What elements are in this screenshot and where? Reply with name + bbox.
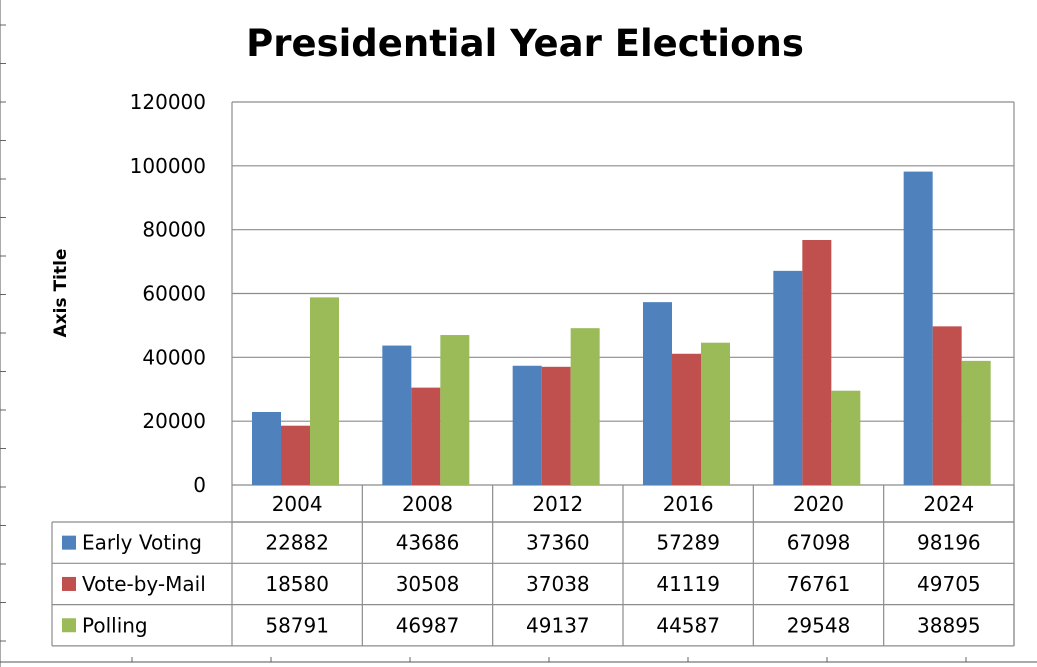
data-table-cell: 37038 — [526, 572, 590, 596]
data-table-cell: 29548 — [787, 613, 851, 637]
y-tick-label: 40000 — [142, 345, 206, 369]
data-table-cell: 43686 — [396, 531, 460, 555]
bar — [903, 171, 933, 485]
bar — [570, 328, 600, 485]
bar — [382, 345, 412, 485]
bar — [961, 360, 991, 485]
legend-label: Vote-by-Mail — [82, 572, 206, 596]
bar — [932, 326, 962, 485]
legend-swatch — [62, 618, 76, 633]
bar — [541, 366, 571, 485]
legend-swatch — [62, 576, 76, 591]
legend-label: Polling — [82, 613, 148, 637]
x-category-label: 2008 — [402, 492, 453, 516]
frame-edge-ticks — [0, 24, 967, 662]
bar — [831, 390, 861, 485]
bar — [701, 342, 730, 485]
bar — [643, 302, 672, 485]
bars — [252, 171, 991, 485]
legend-swatch — [62, 535, 76, 550]
x-category-label: 2004 — [272, 492, 323, 516]
data-table-cell: 18580 — [265, 572, 329, 596]
y-tick-label: 0 — [193, 473, 206, 497]
bar — [310, 297, 339, 485]
data-table-cell: 30508 — [396, 572, 460, 596]
bar — [252, 411, 281, 485]
y-tick-label: 80000 — [142, 218, 206, 242]
data-table-cell: 98196 — [917, 531, 981, 555]
data-table-cell: 46987 — [396, 613, 460, 637]
data-table: 2004 2008 2012 2016 2020 2024 Early Voting 2288… — [51, 102, 1015, 647]
y-axis-ticks: 0 20000 40000 60000 80000 100000 120000 — [130, 90, 206, 497]
y-tick-label: 60000 — [142, 282, 206, 306]
x-category-label: 2012 — [532, 492, 583, 516]
data-table-cell: 37360 — [526, 531, 590, 555]
data-table-cell: 67098 — [787, 531, 851, 555]
data-table-cell: 44587 — [656, 613, 720, 637]
gridlines — [231, 101, 1014, 486]
bar — [440, 335, 470, 485]
bar — [411, 387, 441, 485]
bar — [512, 365, 542, 485]
chart-title: Presidential Year Elections — [246, 22, 804, 65]
data-table-cell: 57289 — [656, 531, 720, 555]
data-table-cell: 76761 — [787, 572, 851, 596]
y-tick-label: 100000 — [130, 154, 206, 178]
bar — [672, 353, 701, 485]
data-table-cell: 38895 — [917, 613, 981, 637]
data-table-cell: 22882 — [265, 531, 329, 555]
legend-label: Early Voting — [82, 531, 202, 555]
data-table-cell: 58791 — [265, 613, 329, 637]
x-category-label: 2020 — [793, 492, 844, 516]
y-axis-title: Axis Title — [51, 249, 71, 338]
x-category-label: 2016 — [663, 492, 714, 516]
bar — [281, 425, 310, 485]
bar — [773, 270, 803, 485]
y-tick-label: 120000 — [130, 90, 206, 114]
y-tick-label: 20000 — [142, 409, 206, 433]
data-table-cell: 41119 — [656, 572, 720, 596]
bar — [802, 240, 832, 485]
x-category-label: 2024 — [923, 492, 974, 516]
data-table-cell: 49705 — [917, 572, 981, 596]
data-table-cell: 49137 — [526, 613, 590, 637]
